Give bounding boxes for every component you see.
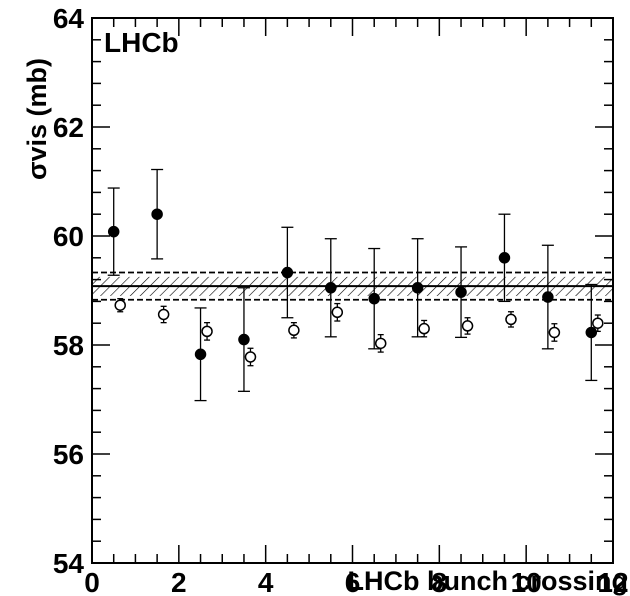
filled-marker [281, 266, 294, 279]
filled-point [281, 226, 294, 319]
filled-point [237, 287, 250, 392]
open-marker [505, 313, 517, 326]
open-marker [418, 322, 430, 335]
open-point [592, 314, 604, 333]
open-marker [201, 325, 213, 338]
filled-point [455, 246, 468, 339]
data-points [107, 168, 604, 402]
filled-marker [151, 208, 163, 220]
filled-point [498, 213, 511, 303]
open-marker [592, 317, 604, 329]
x-tick-label: 2 [171, 567, 187, 596]
y-tick-label: 56 [53, 439, 84, 470]
filled-marker [455, 286, 467, 298]
open-point [331, 302, 344, 322]
open-marker [548, 326, 561, 339]
open-point [114, 298, 126, 313]
open-marker [288, 324, 300, 337]
y-tick-label: 60 [53, 221, 84, 252]
filled-point [151, 168, 164, 260]
y-tick-label: 54 [53, 548, 85, 579]
open-point [418, 319, 430, 338]
y-tick-label: 64 [53, 3, 85, 34]
filled-marker [542, 291, 554, 303]
x-tick-label: 12 [597, 567, 628, 596]
filled-marker [238, 333, 250, 346]
filled-point [194, 307, 207, 402]
filled-marker [498, 252, 511, 264]
filled-marker [368, 292, 380, 305]
open-point [244, 347, 257, 367]
filled-point [541, 244, 554, 350]
filled-marker [107, 225, 120, 238]
filled-point [411, 238, 424, 338]
average-band [92, 271, 613, 301]
open-point [288, 322, 300, 339]
open-marker [114, 299, 126, 311]
axis-ticks [91, 17, 614, 564]
open-marker [461, 320, 474, 332]
y-axis-label: σvis (mb) [22, 58, 52, 180]
open-point [548, 323, 561, 342]
filled-point [368, 247, 381, 350]
filled-marker [411, 282, 424, 294]
x-tick-label: 4 [258, 567, 274, 596]
open-point [505, 311, 517, 328]
chart-title: LHCb [104, 27, 179, 58]
open-marker [244, 351, 257, 363]
open-marker [157, 308, 170, 321]
x-tick-label: 8 [432, 567, 448, 596]
filled-marker [585, 326, 598, 339]
open-marker [374, 337, 387, 350]
open-point [461, 317, 474, 335]
open-point [157, 305, 170, 324]
open-marker [331, 306, 344, 319]
filled-point [107, 187, 120, 276]
open-point [374, 333, 387, 353]
x-axis-label: LHCb bunch crossing [347, 566, 628, 596]
filled-marker [325, 282, 337, 294]
x-tick-labels: 0 2 4 6 8 10 12 [84, 567, 628, 596]
open-point [201, 322, 213, 341]
filled-marker [194, 348, 207, 361]
filled-point [324, 238, 337, 338]
filled-point [585, 283, 598, 382]
y-tick-label: 62 [53, 112, 84, 143]
y-tick-labels: 54 56 58 60 62 64 [53, 3, 85, 579]
y-tick-label: 58 [53, 330, 84, 361]
x-tick-label: 10 [511, 567, 542, 596]
x-tick-label: 0 [84, 567, 100, 596]
x-tick-label: 6 [345, 567, 361, 596]
